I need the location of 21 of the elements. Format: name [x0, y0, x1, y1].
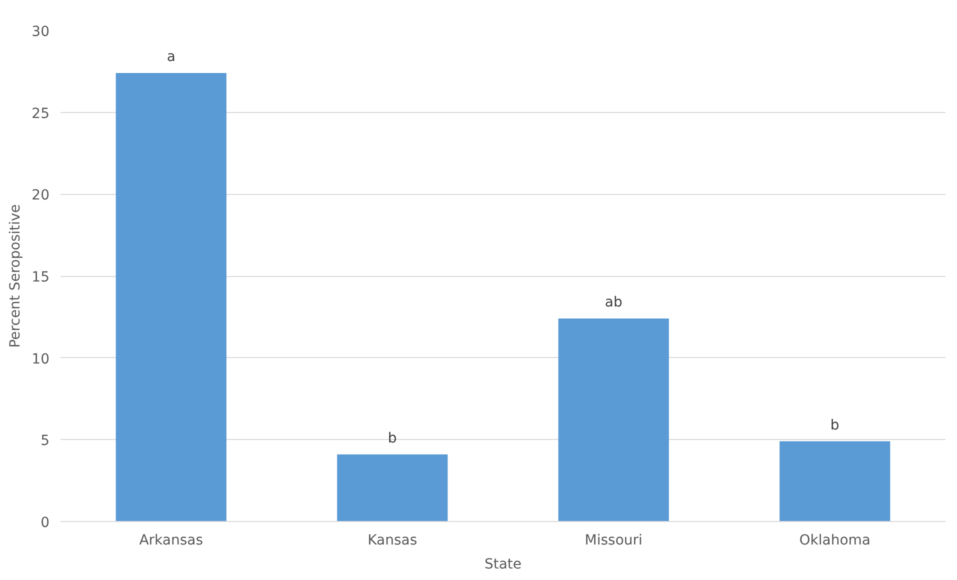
annotation: b — [830, 417, 840, 434]
bar — [558, 318, 669, 522]
y-tick-label: 20 — [32, 188, 50, 204]
y-tick-label: 10 — [32, 351, 50, 368]
x-tick-label: Kansas — [368, 532, 418, 548]
annotation: ab — [604, 294, 622, 311]
bar — [116, 73, 226, 522]
bar — [337, 454, 448, 522]
annotation: a — [166, 49, 176, 66]
bar — [780, 441, 890, 522]
y-tick-label: 30 — [32, 24, 50, 40]
x-tick-label: Oklahoma — [799, 532, 871, 548]
x-tick-label: Arkansas — [139, 532, 204, 548]
y-axis-title: Percent Seropositive — [8, 204, 24, 348]
y-tick-label: 0 — [40, 515, 50, 531]
y-tick-label: 15 — [32, 270, 50, 286]
x-axis-title: State — [484, 556, 522, 572]
y-tick-label: 25 — [32, 106, 50, 122]
annotation: b — [388, 430, 397, 446]
y-tick-label: 5 — [40, 433, 50, 450]
x-tick-label: Missouri — [584, 532, 642, 548]
